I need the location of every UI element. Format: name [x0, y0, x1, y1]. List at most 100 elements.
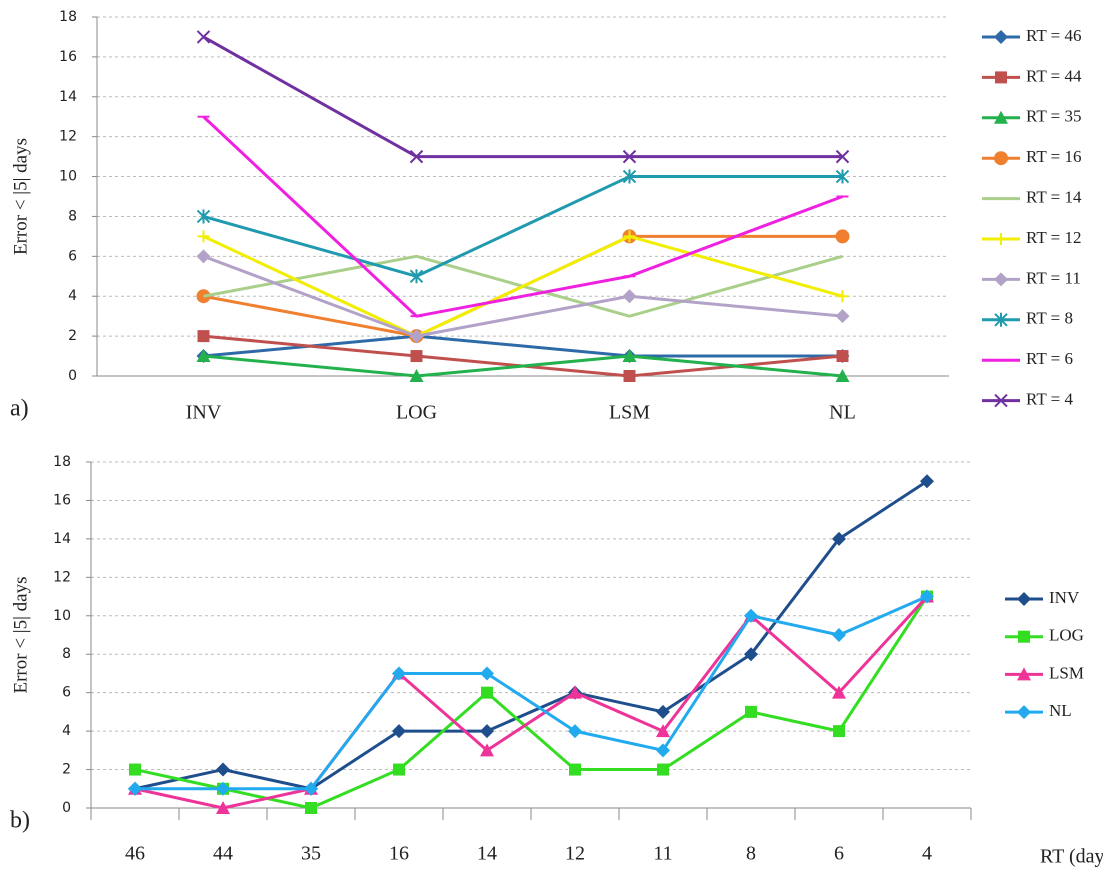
y-tick-label: 0: [62, 800, 71, 816]
marker: [569, 763, 581, 776]
marker: [994, 151, 1008, 166]
series-line: [203, 175, 843, 278]
y-tick-label: 8: [62, 646, 71, 662]
legend-label: RT = 35: [1026, 107, 1081, 126]
series-line: [202, 254, 843, 338]
legend-label: INV: [1049, 588, 1080, 607]
marker: [835, 309, 850, 324]
x-tick-label: LOG: [396, 402, 437, 424]
marker: [744, 647, 758, 662]
y-tick-label: 2: [68, 328, 77, 344]
marker: [568, 724, 582, 739]
legend-label: LOG: [1049, 626, 1084, 645]
legend-label: RT = 44: [1026, 66, 1082, 85]
marker: [656, 743, 670, 758]
y-axis-label: Error < |5| days: [10, 577, 31, 694]
series-line: [134, 479, 928, 791]
y-tick-label: 12: [59, 129, 77, 145]
series-line: [135, 595, 928, 791]
series-line: [203, 354, 843, 378]
marker: [622, 289, 637, 304]
legend-label: RT = 12: [1026, 228, 1081, 247]
marker: [480, 724, 494, 739]
marker: [623, 230, 636, 243]
series-line: [134, 595, 929, 810]
y-tick-label: 4: [62, 723, 71, 739]
series-line: [202, 115, 844, 318]
marker: [623, 370, 636, 382]
marker: [835, 229, 850, 244]
series-line: [202, 35, 843, 159]
y-tick-label: 0: [68, 368, 77, 384]
marker: [216, 781, 230, 796]
marker: [833, 725, 845, 738]
x-tick-label: 44: [213, 843, 233, 865]
y-tick-label: 10: [59, 169, 77, 185]
legend-label: RT = 6: [1026, 349, 1073, 368]
marker: [1018, 630, 1030, 643]
legend-label: RT = 8: [1026, 309, 1073, 328]
legend-label: RT = 11: [1026, 268, 1081, 287]
marker: [744, 608, 758, 623]
marker: [129, 763, 141, 776]
marker: [480, 666, 494, 681]
x-tick-label: 16: [389, 843, 409, 865]
marker: [995, 71, 1007, 84]
marker: [1017, 592, 1031, 606]
marker: [196, 249, 211, 264]
marker: [409, 269, 424, 284]
panel-label: a): [10, 396, 29, 422]
marker: [409, 149, 424, 164]
y-tick-label: 2: [62, 762, 71, 778]
x-tick-label: 11: [653, 843, 672, 865]
x-axis-label: RT (days): [1040, 846, 1103, 868]
marker: [622, 349, 637, 363]
marker: [657, 763, 669, 776]
marker: [835, 169, 850, 184]
marker: [832, 628, 846, 642]
x-tick-label: 12: [565, 843, 585, 865]
marker: [994, 110, 1008, 124]
y-tick-label: 12: [53, 569, 71, 585]
legend-label: RT = 4: [1026, 390, 1073, 409]
y-tick-label: 16: [53, 492, 71, 508]
x-tick-label: LSM: [609, 402, 650, 424]
y-tick-label: 6: [62, 685, 71, 701]
y-tick-label: 14: [59, 89, 77, 105]
y-tick-label: 16: [59, 49, 77, 65]
marker: [994, 312, 1008, 327]
x-tick-label: 4: [922, 843, 932, 865]
y-tick-label: 4: [68, 288, 77, 304]
marker: [196, 30, 211, 44]
marker: [1017, 667, 1031, 681]
x-tick-label: 46: [125, 843, 145, 865]
series-line: [202, 234, 843, 338]
y-tick-label: 8: [68, 208, 77, 224]
marker: [480, 743, 494, 757]
marker: [656, 724, 670, 738]
marker: [481, 686, 493, 699]
marker: [836, 350, 849, 363]
marker: [920, 474, 934, 489]
marker: [409, 369, 424, 382]
x-tick-label: 8: [746, 843, 756, 865]
marker: [994, 272, 1008, 287]
marker: [832, 531, 846, 546]
x-tick-label: NL: [829, 402, 856, 424]
marker: [393, 763, 405, 776]
legend-label: RT = 46: [1026, 26, 1081, 45]
marker: [994, 30, 1008, 44]
marker: [128, 781, 142, 796]
legend-label: NL: [1049, 701, 1072, 720]
marker: [216, 762, 230, 777]
y-tick-label: 6: [68, 248, 77, 264]
panel-label: b): [10, 808, 30, 834]
x-tick-label: 6: [834, 843, 844, 865]
marker: [197, 330, 210, 343]
marker: [305, 802, 317, 814]
marker: [1017, 705, 1031, 720]
legend-label: RT = 16: [1026, 147, 1081, 166]
marker: [392, 666, 406, 681]
marker: [832, 685, 846, 699]
